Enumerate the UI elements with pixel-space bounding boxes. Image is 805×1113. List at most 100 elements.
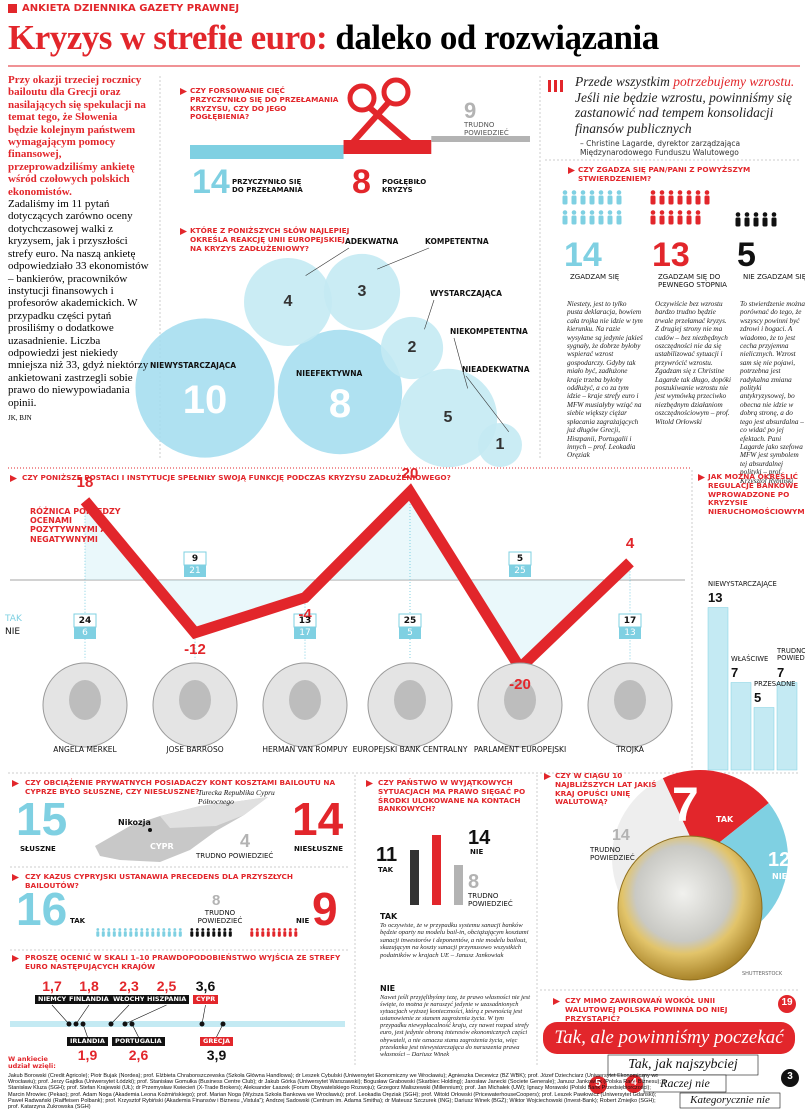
bar — [190, 145, 344, 159]
bubble — [244, 258, 332, 346]
person-body — [580, 215, 586, 225]
photo-caption: HERMAN VAN ROMPUY — [262, 745, 348, 754]
quote-highlight: potrzebujemy wzrostu. — [673, 74, 795, 89]
answer-box — [679, 1092, 781, 1109]
map-label: Turecka Republika Cypru Północnego — [198, 788, 275, 806]
leader-line — [124, 1004, 167, 1025]
person-head — [677, 210, 683, 215]
question: CZY PONIŻSZE POSTACI I INSTYTUCJE SPEŁNI… — [22, 473, 451, 482]
comment: To stwierdzenie można porównać do tego, … — [740, 300, 805, 485]
map-label: Nikozja — [118, 818, 151, 827]
person-head — [228, 928, 232, 931]
person-head — [118, 928, 122, 931]
no-box — [74, 627, 96, 639]
intro: Przy okazji trzeciej rocznicy bailoutu d… — [8, 74, 150, 424]
photo-caption: ANGELA MERKEL — [53, 745, 117, 754]
count-badge — [625, 1075, 643, 1093]
person-head — [145, 928, 149, 931]
photo-credit: SHUTTERSTOCK — [742, 971, 783, 977]
comment-heading: TAK — [380, 912, 398, 921]
leader-line — [465, 375, 510, 432]
icon-group — [650, 190, 710, 225]
icon-group — [190, 928, 232, 937]
map-label: CYPR — [150, 842, 174, 851]
photo-figure — [69, 680, 101, 720]
person-body — [277, 931, 281, 937]
no-value: 21 — [189, 566, 201, 576]
person-head — [659, 210, 665, 215]
person-head — [650, 210, 656, 215]
person-head — [580, 190, 586, 195]
value-label: 2,6 — [128, 1047, 149, 1063]
person-body — [228, 931, 232, 937]
person-head — [101, 928, 105, 931]
participants: Jakub Borowski (Credit Agricole); Piotr … — [8, 1073, 668, 1111]
category-label: POGŁĘBIŁO KRYZYS — [382, 178, 427, 195]
quote-end: Jeśli nie będzie wzrostu, powinniśmy się… — [575, 89, 792, 136]
person-head — [571, 210, 577, 215]
person-head — [668, 210, 674, 215]
person-head — [162, 928, 166, 931]
north-cyprus-map — [160, 797, 268, 828]
city-dot — [148, 828, 152, 832]
category-label: WŁAŚCIWE — [731, 654, 769, 663]
bar — [776, 682, 798, 771]
no-value: 13 — [624, 628, 636, 638]
question: PROSZĘ OCENIĆ W SKALI 1–10 PRAWDOPODOBIE… — [25, 953, 341, 971]
person-body — [167, 931, 171, 937]
person-body — [190, 931, 194, 937]
answer-label: Tak, jak najszybciej — [628, 1057, 738, 1072]
person-body — [668, 195, 674, 205]
person-head — [677, 190, 683, 195]
category-label: NIE — [296, 917, 310, 925]
photo-caption: PARLAMENT EUROPEJSKI — [473, 745, 567, 754]
leader-line — [377, 247, 430, 270]
person-head — [107, 928, 111, 931]
yes-value: 9 — [191, 554, 199, 564]
category-label: NIE — [772, 872, 788, 881]
category-label: NIE ZGADZAM SIĘ — [743, 273, 805, 281]
bar — [707, 607, 729, 771]
title-black: daleko od rozwiązania — [335, 18, 659, 57]
person-head — [735, 212, 741, 217]
person-body — [771, 217, 777, 227]
participants-heading: W ankiecie udział wzięli: — [8, 1055, 56, 1071]
person-body — [735, 217, 741, 227]
question: CZY FORSOWANIE CIĘĆ PRZYCZYNIŁO SIĘ DO P… — [190, 86, 339, 122]
person-body — [134, 931, 138, 937]
comment: Nawet jeśli przyjęlibyśmy tezę, że prawo… — [380, 994, 530, 1058]
person-body — [668, 215, 674, 225]
category-label: PRZESADNE — [754, 679, 796, 688]
pie-slice — [662, 770, 769, 858]
quote-mark — [548, 80, 563, 92]
question: JAK MOŻNA OKREŚLIĆ REGULACJE BANKOWE WPR… — [708, 472, 805, 516]
category-label: TRUDNO POWIEDZIEĆ — [590, 846, 635, 863]
person-head — [129, 928, 133, 931]
quote-author: – Christine Lagarde, dyrektor zarządzają… — [580, 139, 741, 157]
person-head — [294, 928, 298, 931]
person-head — [140, 928, 144, 931]
scale-dot — [66, 1021, 72, 1027]
question: KTÓRE Z PONIŻSZYCH SŁÓW NAJLEPIEJ OKREŚL… — [190, 226, 350, 253]
person-head — [195, 928, 199, 931]
category-label: TAK — [716, 815, 734, 824]
person-body — [571, 195, 577, 205]
value-label: 8 — [352, 163, 371, 201]
value-label: 7 — [672, 779, 699, 832]
person-body — [206, 931, 210, 937]
person-head — [589, 190, 595, 195]
person-body — [261, 931, 265, 937]
intro-signature: JK, BJN — [8, 413, 32, 422]
person-head — [123, 928, 127, 931]
person-head — [668, 190, 674, 195]
person-head — [178, 928, 182, 931]
yes-value: 5 — [516, 554, 524, 564]
bar — [410, 850, 419, 905]
person-body — [562, 195, 568, 205]
person-head — [571, 190, 577, 195]
person-body — [589, 195, 595, 205]
person-body — [255, 931, 259, 937]
value-label: 8 — [468, 871, 480, 893]
person-head — [167, 928, 171, 931]
